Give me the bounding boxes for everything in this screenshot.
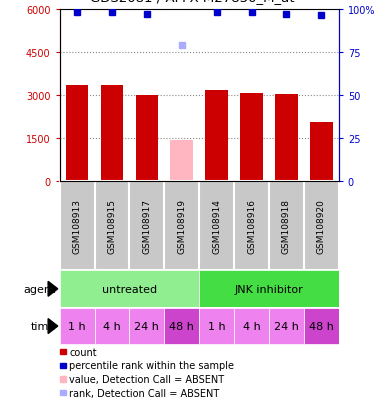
Bar bbox=[171, 141, 193, 182]
Text: GSM108915: GSM108915 bbox=[107, 199, 117, 254]
Text: 1 h: 1 h bbox=[68, 321, 86, 331]
Text: 4 h: 4 h bbox=[243, 321, 260, 331]
Bar bbox=[269, 182, 304, 271]
Bar bbox=[95, 182, 129, 271]
Text: 24 h: 24 h bbox=[134, 321, 159, 331]
Bar bbox=[269, 309, 304, 344]
Text: JNK inhibitor: JNK inhibitor bbox=[234, 284, 303, 294]
Bar bbox=[60, 182, 95, 271]
Bar bbox=[199, 182, 234, 271]
Text: 48 h: 48 h bbox=[169, 321, 194, 331]
Bar bbox=[199, 309, 234, 344]
Text: 48 h: 48 h bbox=[309, 321, 334, 331]
Bar bbox=[100, 86, 123, 182]
Bar bbox=[234, 182, 269, 271]
Bar bbox=[310, 123, 333, 182]
Bar bbox=[95, 309, 129, 344]
Bar bbox=[275, 94, 298, 182]
Bar bbox=[66, 86, 89, 182]
Text: GSM108920: GSM108920 bbox=[317, 199, 326, 254]
Text: value, Detection Call = ABSENT: value, Detection Call = ABSENT bbox=[69, 374, 224, 384]
Text: count: count bbox=[69, 347, 97, 357]
Bar bbox=[240, 94, 263, 182]
Text: GSM108917: GSM108917 bbox=[142, 199, 151, 254]
Bar bbox=[234, 309, 269, 344]
Text: GSM108916: GSM108916 bbox=[247, 199, 256, 254]
Text: 4 h: 4 h bbox=[103, 321, 121, 331]
Text: time: time bbox=[30, 321, 56, 331]
Text: GSM108919: GSM108919 bbox=[177, 199, 186, 254]
Text: 24 h: 24 h bbox=[274, 321, 299, 331]
Text: 1 h: 1 h bbox=[208, 321, 226, 331]
Text: rank, Detection Call = ABSENT: rank, Detection Call = ABSENT bbox=[69, 388, 220, 398]
Bar bbox=[205, 91, 228, 182]
Text: agent: agent bbox=[23, 284, 56, 294]
Bar bbox=[304, 182, 339, 271]
Bar bbox=[164, 182, 199, 271]
Text: percentile rank within the sample: percentile rank within the sample bbox=[69, 361, 234, 370]
Text: GDS2081 / AFFX-M27830_M_at: GDS2081 / AFFX-M27830_M_at bbox=[90, 0, 295, 4]
Text: GSM108913: GSM108913 bbox=[73, 199, 82, 254]
Bar bbox=[164, 309, 199, 344]
Bar bbox=[199, 271, 339, 308]
Bar bbox=[60, 271, 199, 308]
Text: untreated: untreated bbox=[102, 284, 157, 294]
Bar bbox=[60, 309, 95, 344]
Bar bbox=[129, 309, 164, 344]
Text: GSM108914: GSM108914 bbox=[212, 199, 221, 254]
Bar bbox=[136, 95, 158, 182]
Text: GSM108918: GSM108918 bbox=[282, 199, 291, 254]
Bar bbox=[304, 309, 339, 344]
Bar bbox=[129, 182, 164, 271]
